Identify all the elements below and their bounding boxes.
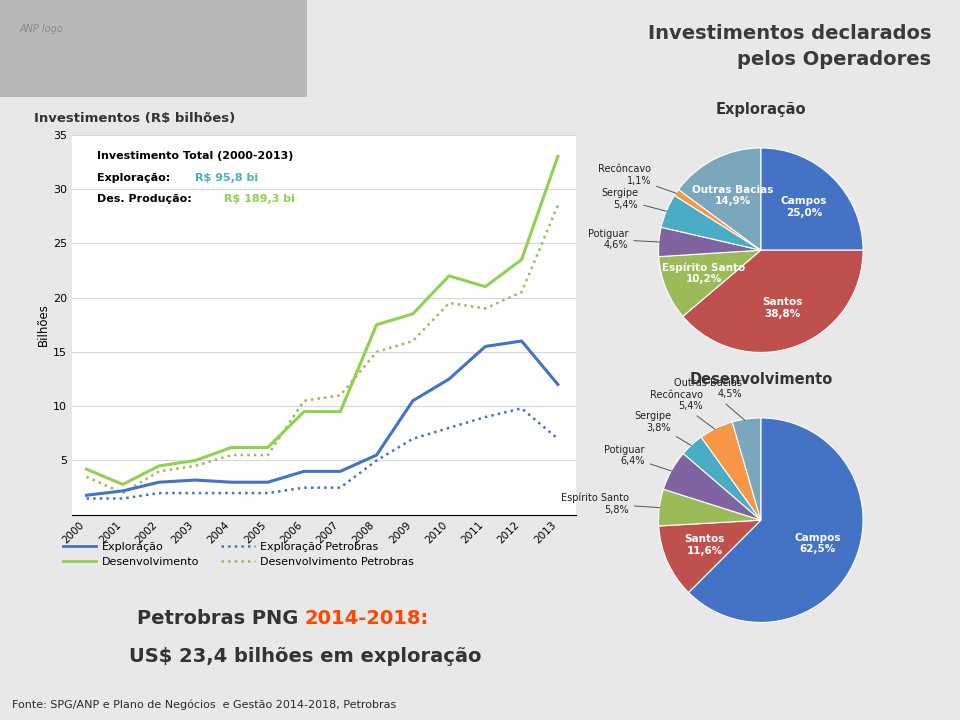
Bar xyxy=(0,0,307,97)
Text: R$ 189,3 bi: R$ 189,3 bi xyxy=(225,194,295,204)
Wedge shape xyxy=(663,454,760,520)
Wedge shape xyxy=(684,437,760,520)
Text: Des. Produção:: Des. Produção: xyxy=(97,194,196,204)
Text: Investimento Total (2000-2013): Investimento Total (2000-2013) xyxy=(97,151,294,161)
Text: Santos
11,6%: Santos 11,6% xyxy=(684,534,725,556)
Text: Sergipe
5,4%: Sergipe 5,4% xyxy=(601,188,666,211)
Wedge shape xyxy=(732,418,760,520)
Wedge shape xyxy=(760,148,863,250)
Text: Exploração:: Exploração: xyxy=(97,173,175,183)
Wedge shape xyxy=(659,520,760,593)
Wedge shape xyxy=(661,195,760,250)
Text: R$ 95,8 bi: R$ 95,8 bi xyxy=(195,173,258,183)
Text: Outras Bacias
14,9%: Outras Bacias 14,9% xyxy=(692,184,774,206)
Text: Fonte: SPG/ANP e Plano de Negócios  e Gestão 2014-2018, Petrobras: Fonte: SPG/ANP e Plano de Negócios e Ges… xyxy=(12,700,396,710)
Y-axis label: Bilhões: Bilhões xyxy=(37,303,50,346)
Wedge shape xyxy=(659,250,760,316)
Title: Exploração: Exploração xyxy=(715,102,806,117)
Text: Campos
62,5%: Campos 62,5% xyxy=(794,533,841,554)
Text: Campos
25,0%: Campos 25,0% xyxy=(780,196,828,217)
Text: Sergipe
3,8%: Sergipe 3,8% xyxy=(634,411,691,446)
Wedge shape xyxy=(675,189,760,250)
Text: Petrobras PNG: Petrobras PNG xyxy=(136,609,305,629)
Wedge shape xyxy=(679,148,760,250)
Wedge shape xyxy=(688,418,863,622)
Text: 2014-2018:: 2014-2018: xyxy=(305,609,429,629)
Text: Investimentos declarados
pelos Operadores: Investimentos declarados pelos Operadore… xyxy=(648,24,931,69)
Text: Investimentos (R$ bilhões): Investimentos (R$ bilhões) xyxy=(34,112,235,125)
Text: Potiguar
4,6%: Potiguar 4,6% xyxy=(588,228,660,250)
Title: Desenvolvimento: Desenvolvimento xyxy=(689,372,832,387)
Text: Outras Bacias
4,5%: Outras Bacias 4,5% xyxy=(674,378,745,420)
Text: Santos
38,8%: Santos 38,8% xyxy=(761,297,803,318)
Wedge shape xyxy=(659,489,760,526)
Text: ANP logo: ANP logo xyxy=(19,24,63,35)
Text: Recôncavo
1,1%: Recôncavo 1,1% xyxy=(598,164,677,193)
Text: Espírito Santo
5,8%: Espírito Santo 5,8% xyxy=(561,492,660,515)
Legend: Exploração, Desenvolvimento, Exploração Petrobras, Desenvolvimento Petrobras: Exploração, Desenvolvimento, Exploração … xyxy=(59,537,419,572)
Text: US$ 23,4 bilhões em exploração: US$ 23,4 bilhões em exploração xyxy=(129,647,481,666)
Wedge shape xyxy=(683,250,863,352)
Text: Espírito Santo
10,2%: Espírito Santo 10,2% xyxy=(662,262,746,284)
Text: Potiguar
6,4%: Potiguar 6,4% xyxy=(604,445,672,471)
Wedge shape xyxy=(659,228,760,256)
Wedge shape xyxy=(701,422,760,520)
Text: Recôncavo
5,4%: Recôncavo 5,4% xyxy=(650,390,715,429)
